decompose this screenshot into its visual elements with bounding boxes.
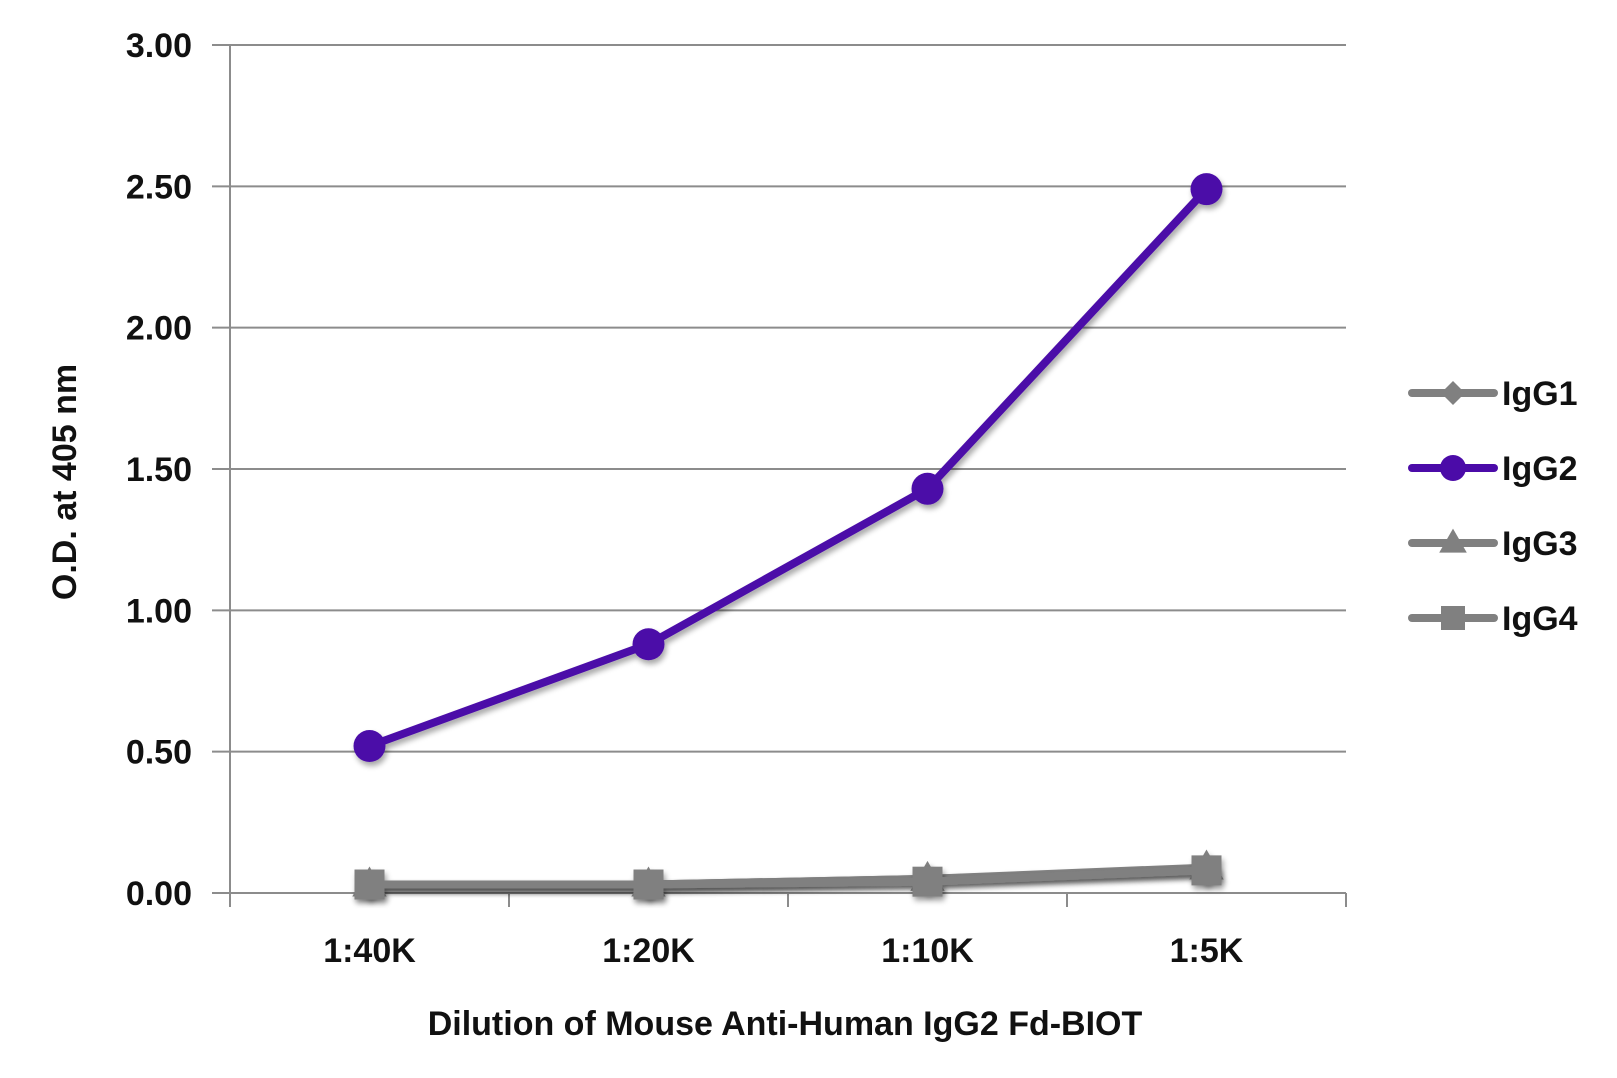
legend-marker: [1440, 455, 1466, 481]
data-point: [633, 869, 664, 900]
x-axis-title: Dilution of Mouse Anti-Human IgG2 Fd-BIO…: [428, 1005, 1143, 1043]
data-point: [912, 866, 943, 897]
axes: 0.00 0.50 1.00 1.50 2.00 2.50 3.00 1:40K 1:20K 1:…: [126, 27, 1347, 970]
legend-marker: [1439, 528, 1467, 553]
x-tick-label: 1:40K: [323, 932, 416, 970]
series-IgG2: [353, 173, 1223, 763]
legend-item-IgG4: IgG4: [1408, 600, 1578, 638]
data-point: [1190, 173, 1223, 206]
legend-marker: [1441, 606, 1465, 630]
data-point: [1191, 855, 1222, 886]
data-point: [353, 730, 386, 763]
y-tick-label: 1.00: [126, 592, 192, 630]
y-axis-title: O.D. at 405 nm: [46, 364, 84, 600]
legend-item-IgG3: IgG3: [1408, 525, 1578, 563]
series-layer: [352, 173, 1224, 900]
data-point: [911, 472, 944, 505]
legend-item-IgG1: IgG1: [1408, 375, 1578, 413]
series-line: [365, 185, 1211, 751]
legend-label: IgG1: [1502, 375, 1578, 413]
legend-marker: [1441, 381, 1465, 405]
series-IgG4: [354, 855, 1222, 900]
legend-label: IgG3: [1502, 525, 1578, 563]
legend-label: IgG2: [1502, 450, 1578, 488]
gridlines: [212, 44, 1346, 894]
y-tick-label: 0.50: [126, 734, 192, 772]
x-tick-label: 1:5K: [1170, 932, 1244, 970]
legend-item-IgG2: IgG2: [1408, 450, 1578, 488]
data-point: [354, 869, 385, 900]
y-tick-label: 3.00: [126, 27, 192, 65]
series-line: [365, 866, 1211, 889]
y-tick-label: 0.00: [126, 875, 192, 913]
x-tick-label: 1:20K: [602, 932, 695, 970]
y-tick-label: 2.00: [126, 310, 192, 348]
y-tick-label: 2.50: [126, 168, 192, 206]
y-tick-label: 1.50: [126, 451, 192, 489]
legend-label: IgG4: [1502, 600, 1578, 638]
legend: IgG1 IgG2 IgG3 IgG4: [1408, 375, 1578, 638]
x-tick-label: 1:10K: [881, 932, 974, 970]
data-point: [632, 628, 665, 661]
